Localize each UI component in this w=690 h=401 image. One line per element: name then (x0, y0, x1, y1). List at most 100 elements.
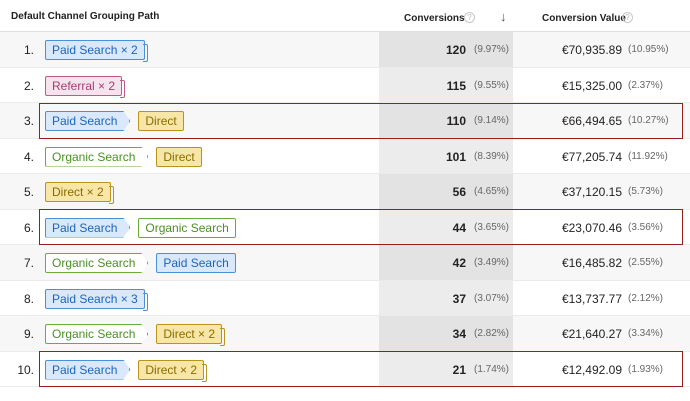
channel-path: Paid Search Organic Search (45, 217, 244, 239)
row-index: 8. (23, 291, 34, 306)
channel-path: Paid Search × 3 (45, 288, 153, 311)
channel-chip[interactable]: Direct × 2 (156, 324, 225, 346)
table-row: 9. Organic Search Direct × 2 34 (2.82%) €21,6… (0, 316, 690, 352)
conversions-help-icon[interactable]: ? (464, 12, 475, 23)
conversions-percent: (9.97%) (474, 44, 510, 55)
conversion-value-percent: (3.34%) (628, 328, 664, 339)
table-header: Default Channel Grouping Path Conversion… (0, 0, 690, 32)
conversions-cell-bg (379, 174, 513, 209)
channel-chip[interactable]: Paid Search (45, 111, 130, 131)
conversions-value: 110 (446, 114, 466, 128)
conversion-value-percent: (2.37%) (628, 79, 664, 91)
table-row: 2. Referral × 2 115 (9.55%) €15,325.00 (2.37%… (0, 67, 690, 103)
conversions-percent: (4.65%) (474, 186, 510, 197)
conversions-percent: (3.65%) (474, 221, 510, 233)
channel-path: Paid Search × 2 (45, 39, 153, 62)
column-header-conversion-value[interactable]: Conversion Value (542, 13, 626, 24)
conversions-value: 115 (446, 78, 466, 93)
channel-path: Referral × 2 (45, 75, 130, 98)
conversions-percent: (9.55%) (474, 79, 510, 91)
conversions-percent: (2.82%) (474, 328, 510, 339)
conversions-percent: (3.49%) (474, 257, 510, 268)
conversions-percent: (9.14%) (474, 115, 510, 126)
conversions-value: 42 (452, 256, 466, 270)
channel-chip[interactable]: Organic Search (45, 253, 148, 273)
column-header-conversions[interactable]: Conversions (404, 13, 465, 24)
row-index: 3. (23, 114, 34, 128)
channel-chip[interactable]: Direct (156, 146, 202, 167)
channel-path: Paid Search Direct (45, 110, 192, 132)
table-row: 3. Paid Search Direct 110 (9.14%) €66,494.65 (… (0, 103, 690, 139)
conversions-cell-bg (379, 32, 513, 67)
row-index: 9. (23, 327, 34, 341)
conversion-value-percent: (10.95%) (628, 44, 669, 55)
row-index: 7. (23, 256, 34, 270)
conversions-value: 37 (452, 291, 466, 306)
table-row: 4. Organic Search Direct 101 (8.39%) €77,205.… (0, 138, 690, 174)
channel-chip[interactable]: Organic Search (45, 324, 148, 344)
conversions-percent: (3.07%) (474, 292, 510, 304)
conversions-cell-bg (379, 245, 513, 280)
conversion-value-help-icon[interactable]: ? (622, 12, 633, 23)
channel-chip[interactable]: Paid Search (45, 218, 130, 238)
conversion-value-amount: €66,494.65 (561, 114, 622, 128)
conversion-value-amount: €21,640.27 (561, 327, 622, 341)
conversion-value-amount: €70,935.89 (561, 43, 622, 57)
conversions-value: 34 (452, 327, 466, 341)
conversions-percent: (8.39%) (474, 150, 510, 162)
channel-chip[interactable]: Paid Search (156, 253, 236, 273)
conversion-value-amount: €15,325.00 (561, 78, 622, 93)
channel-chip[interactable]: Direct × 2 (45, 182, 114, 204)
channel-chip[interactable]: Paid Search × 2 (45, 40, 148, 62)
channel-chip[interactable]: Paid Search (45, 360, 130, 380)
conversion-value-percent: (10.27%) (628, 115, 669, 126)
channel-path: Organic Search Direct (45, 146, 210, 168)
row-index: 6. (23, 220, 34, 235)
conversion-value-amount: €37,120.15 (561, 185, 622, 199)
conversions-cell-bg (379, 67, 513, 102)
channel-chip[interactable]: Direct (138, 111, 184, 131)
conversions-cell-bg (379, 280, 513, 315)
channel-chip[interactable]: Organic Search (138, 217, 236, 238)
conversions-value: 101 (445, 149, 466, 164)
conversion-value-percent: (5.73%) (628, 186, 664, 197)
conversion-value-percent: (11.92%) (628, 150, 668, 162)
table-row: 5. Direct × 2 56 (4.65%) €37,120.15 (5.73%) (0, 174, 690, 210)
row-index: 2. (23, 78, 34, 93)
conversion-value-percent: (3.56%) (628, 221, 664, 233)
channel-chip[interactable]: Organic Search (45, 147, 148, 167)
conversions-value: 56 (452, 185, 466, 199)
row-index: 4. (23, 149, 34, 164)
conversion-value-amount: €16,485.82 (561, 256, 622, 270)
channel-chip[interactable]: Direct × 2 (138, 359, 207, 382)
row-index: 10. (17, 362, 34, 377)
row-index: 1. (23, 43, 34, 57)
conversion-value-percent: (2.12%) (628, 292, 664, 304)
conversions-cell-bg (379, 138, 513, 173)
table-row: 7. Organic Search Paid Search 42 (3.49%) €16,… (0, 245, 690, 281)
conversion-value-amount: €13,737.77 (561, 291, 622, 306)
table-row: 1. Paid Search × 2 120 (9.97%) €70,935.89 (10… (0, 32, 690, 68)
table-row: 10. Paid Search Direct × 2 21 (1.74%) €12,492… (0, 351, 690, 387)
channel-path: Organic Search Paid Search (45, 252, 244, 274)
row-index: 5. (23, 185, 34, 199)
channel-chip[interactable]: Paid Search × 3 (45, 288, 148, 311)
conversion-value-amount: €77,205.74 (561, 149, 622, 164)
channel-path: Paid Search Direct × 2 (45, 359, 212, 382)
channel-path: Organic Search Direct × 2 (45, 323, 230, 346)
table-row: 6. Paid Search Organic Search 44 (3.65%) €23,… (0, 209, 690, 245)
conversion-value-percent: (1.93%) (628, 363, 664, 375)
channel-path: Direct × 2 (45, 181, 119, 204)
conversion-value-percent: (2.55%) (628, 257, 664, 268)
conversions-value: 21 (452, 362, 466, 377)
conversion-value-amount: €23,070.46 (561, 220, 622, 235)
conversions-cell-bg (379, 351, 513, 386)
channel-chip[interactable]: Referral × 2 (45, 75, 126, 98)
conversion-value-amount: €12,492.09 (561, 362, 622, 377)
conversions-cell-bg (379, 103, 513, 138)
conversions-value: 120 (445, 43, 466, 57)
conversions-cell-bg (379, 316, 513, 351)
column-header-path[interactable]: Default Channel Grouping Path (11, 11, 160, 22)
sort-descending-icon[interactable]: ↓ (500, 9, 507, 24)
conversions-percent: (1.74%) (474, 363, 510, 375)
